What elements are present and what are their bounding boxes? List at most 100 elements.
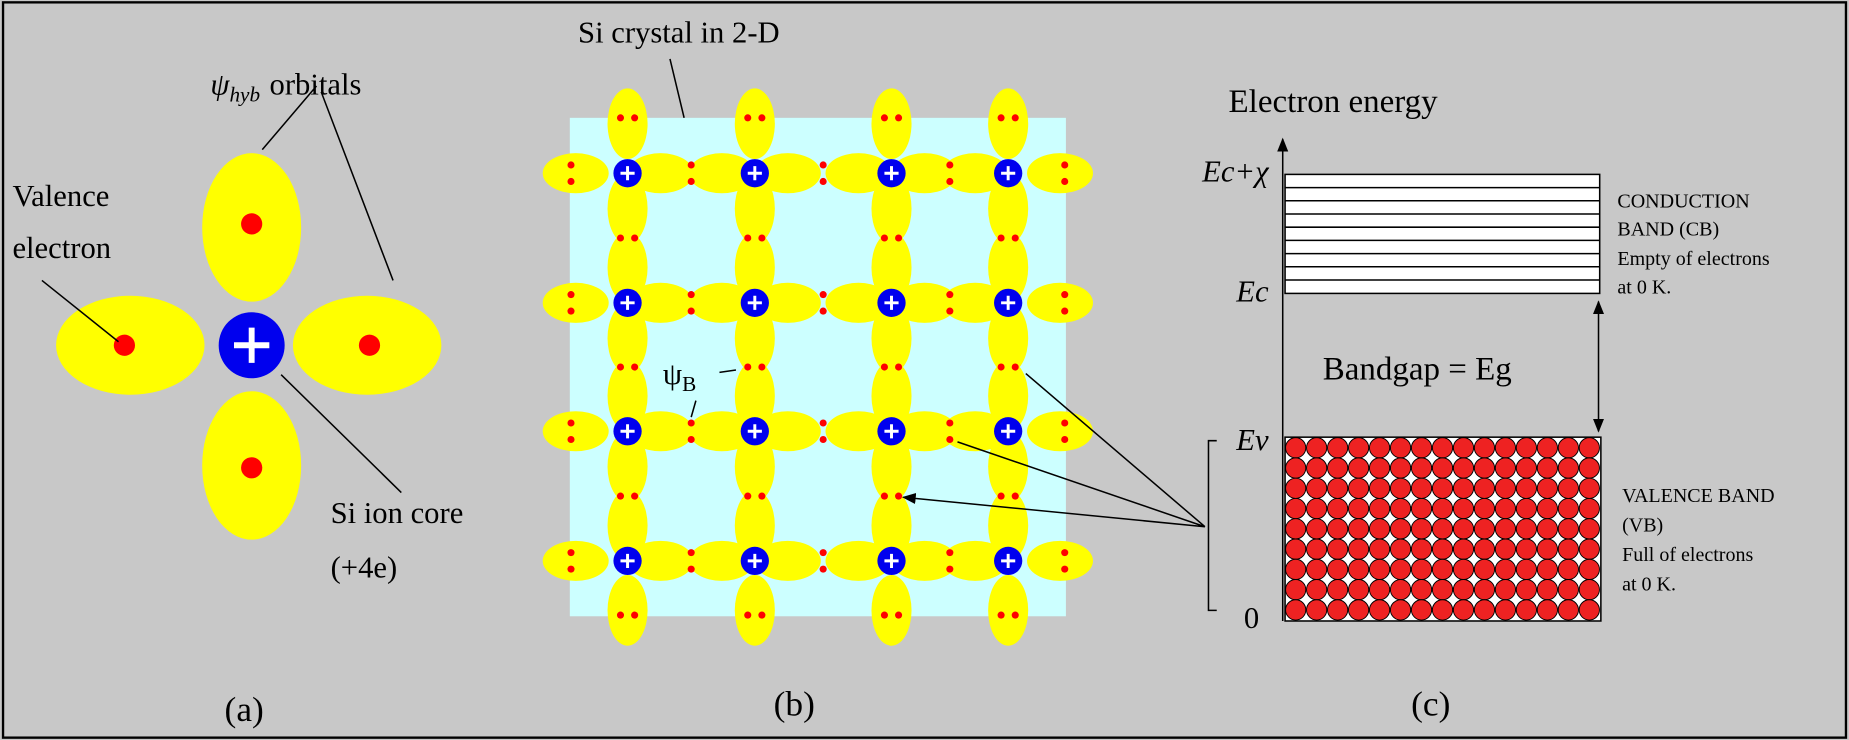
electron [1453, 600, 1473, 620]
electron [1579, 580, 1599, 600]
bond-lobe [1027, 283, 1093, 323]
electron [946, 436, 953, 443]
electron [1286, 478, 1306, 498]
electron [881, 364, 888, 371]
electron [1411, 559, 1431, 579]
electron [567, 308, 574, 315]
electron [744, 234, 751, 241]
electron [1411, 580, 1431, 600]
electron [1516, 580, 1536, 600]
electron [1348, 559, 1368, 579]
electron [1579, 559, 1599, 579]
electron [1453, 580, 1473, 600]
electron [820, 566, 827, 573]
electron [617, 114, 624, 121]
electron [1537, 458, 1557, 478]
electron [1286, 600, 1306, 620]
electron [1061, 419, 1068, 426]
conduction-band [1285, 174, 1600, 293]
electron [1516, 519, 1536, 539]
electron [1537, 539, 1557, 559]
electron [1369, 580, 1389, 600]
electron [1537, 519, 1557, 539]
electron [1579, 600, 1599, 620]
level-label: Ec [1235, 275, 1269, 309]
electron [1390, 559, 1410, 579]
electron [946, 161, 953, 168]
electron [1061, 566, 1068, 573]
vb-note: (VB) [1622, 514, 1663, 536]
electron [1474, 580, 1494, 600]
electron [946, 308, 953, 315]
bond-lobe [1027, 541, 1093, 581]
electron [1558, 559, 1578, 579]
electron [1411, 478, 1431, 498]
electron [1516, 438, 1536, 458]
electron [1327, 478, 1347, 498]
electron [1348, 600, 1368, 620]
electron [1537, 559, 1557, 579]
electron [820, 178, 827, 185]
electron [1327, 519, 1347, 539]
electron [1390, 438, 1410, 458]
ion-core-charge: (+4e) [331, 550, 398, 584]
electron [1453, 478, 1473, 498]
electron [1558, 600, 1578, 620]
electron [1390, 580, 1410, 600]
electron [946, 419, 953, 426]
psi: ψ [210, 67, 230, 101]
electron [1453, 519, 1473, 539]
electron [1327, 539, 1347, 559]
electron [1495, 600, 1515, 620]
electron [359, 335, 380, 356]
electron [1453, 498, 1473, 518]
electron [1579, 438, 1599, 458]
subscript: hyb [229, 82, 260, 106]
electron [758, 234, 765, 241]
electron [617, 364, 624, 371]
electron [1474, 539, 1494, 559]
electron [1453, 559, 1473, 579]
electron [1390, 498, 1410, 518]
figure: ψhyborbitals Valence electron Si ion cor… [0, 0, 1849, 740]
electron [1579, 539, 1599, 559]
electron [1579, 478, 1599, 498]
electron [820, 291, 827, 298]
electron [881, 612, 888, 619]
electron [1432, 478, 1452, 498]
electron [1432, 580, 1452, 600]
electron [1012, 234, 1019, 241]
electron [1307, 559, 1327, 579]
bond-lobe [608, 88, 648, 159]
electron [1432, 559, 1452, 579]
electron [1495, 539, 1515, 559]
electron [1369, 458, 1389, 478]
level-label: Ev [1235, 423, 1269, 457]
electron [688, 161, 695, 168]
subscript: B [682, 372, 696, 396]
electron [820, 549, 827, 556]
valence-electrons [1286, 438, 1600, 620]
electron [1495, 559, 1515, 579]
electron [1558, 438, 1578, 458]
electron [631, 114, 638, 121]
electron [1432, 539, 1452, 559]
electron [1558, 458, 1578, 478]
electron [1327, 498, 1347, 518]
bond-lobe [543, 411, 609, 451]
bond-lobe [735, 88, 775, 159]
caption: (a) [225, 689, 264, 729]
electron [1537, 580, 1557, 600]
bond-lobe [608, 575, 648, 646]
electron [1495, 498, 1515, 518]
electron [1474, 478, 1494, 498]
electron [1369, 438, 1389, 458]
valence-label: electron [12, 231, 111, 265]
electron [1369, 539, 1389, 559]
electron [1327, 559, 1347, 579]
electron [1307, 519, 1327, 539]
bond-lobe [871, 88, 911, 159]
electron [1453, 458, 1473, 478]
vb-note: at 0 K. [1622, 573, 1676, 595]
electron [820, 161, 827, 168]
